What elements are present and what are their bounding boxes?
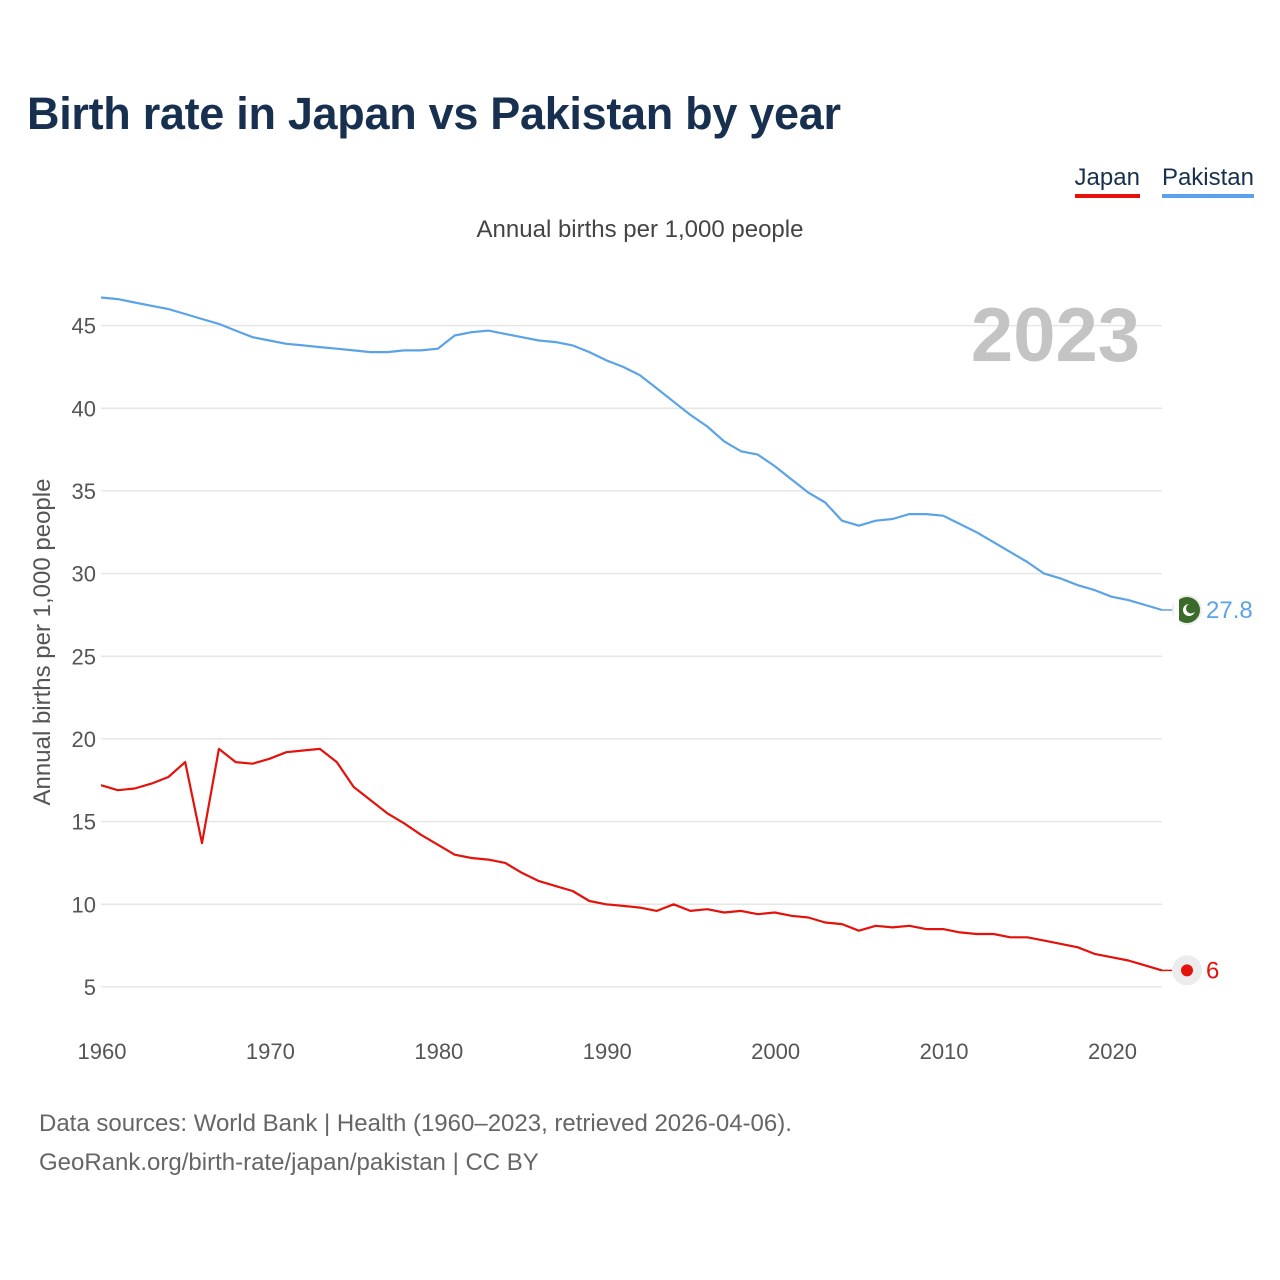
pakistan-flag-stripe — [1174, 596, 1179, 623]
y-tick-label: 5 — [84, 975, 96, 1000]
x-tick-label: 2010 — [920, 1039, 969, 1064]
end-value-label-japan: 6 — [1206, 957, 1219, 984]
y-tick-label: 25 — [72, 644, 96, 669]
y-tick-label: 30 — [72, 562, 96, 587]
series-line-japan[interactable] — [100, 747, 1163, 972]
x-tick-label: 2020 — [1088, 1039, 1137, 1064]
x-tick-label: 1970 — [246, 1039, 295, 1064]
legend-item-japan[interactable]: Japan — [1074, 164, 1140, 198]
x-tick-label: 1980 — [414, 1039, 463, 1064]
x-tick-label: 1990 — [583, 1039, 632, 1064]
series-lines — [100, 296, 1163, 972]
chart-title: Birth rate in Japan vs Pakistan by year — [27, 88, 841, 139]
end-value-label-pakistan: 27.8 — [1206, 597, 1253, 624]
end-markers: 627.8 — [1162, 594, 1253, 986]
x-tick-label: 2000 — [751, 1039, 800, 1064]
y-tick-label: 45 — [72, 314, 96, 339]
y-tick-label: 10 — [72, 892, 96, 917]
legend-item-pakistan[interactable]: Pakistan — [1161, 164, 1254, 198]
y-axis-ticks: 5 10 15 20 25 30 35 40 45 — [72, 314, 96, 1000]
y-tick-label: 40 — [72, 396, 96, 421]
series-line-pakistan[interactable] — [100, 296, 1163, 612]
y-tick-label: 35 — [72, 479, 96, 504]
y-tick-label: 15 — [72, 810, 96, 835]
x-axis-ticks: 1960 1970 1980 1990 2000 2010 2020 — [78, 1039, 1137, 1064]
chart-subtitle: Annual births per 1,000 people — [476, 216, 804, 243]
grid-lines — [101, 324, 1162, 988]
year-watermark: 2023 — [971, 293, 1140, 378]
japan-flag-icon — [1181, 964, 1193, 977]
pakistan-flag-crescent-cut — [1186, 603, 1196, 614]
x-tick-label: 1960 — [78, 1039, 127, 1064]
y-axis-label: Annual births per 1,000 people — [29, 479, 56, 806]
footer-sources: Data sources: World Bank | Health (1960–… — [39, 1110, 792, 1137]
legend: Japan Pakistan — [1074, 164, 1254, 198]
y-tick-label: 20 — [72, 727, 96, 752]
footer-attribution: GeoRank.org/birth-rate/japan/pakistan | … — [39, 1149, 539, 1176]
footer: Data sources: World Bank | Health (1960–… — [39, 1104, 792, 1182]
